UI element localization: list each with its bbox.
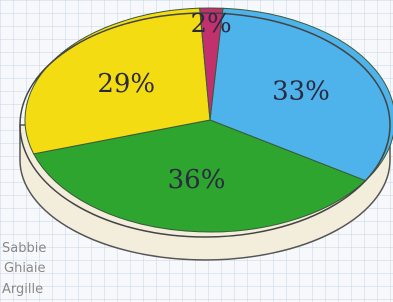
legend-label: Argille	[2, 282, 43, 297]
legend-label: Sabbie	[2, 241, 46, 256]
chart: Sabbie Ghiaie Argille 33% 36% 29% 2%	[0, 0, 393, 302]
legend-label: Ghiaie	[4, 261, 46, 276]
value-label: 33%	[272, 76, 330, 106]
value-label: 2%	[190, 9, 231, 39]
value-label: 36%	[168, 165, 226, 195]
value-label: 29%	[97, 69, 155, 99]
